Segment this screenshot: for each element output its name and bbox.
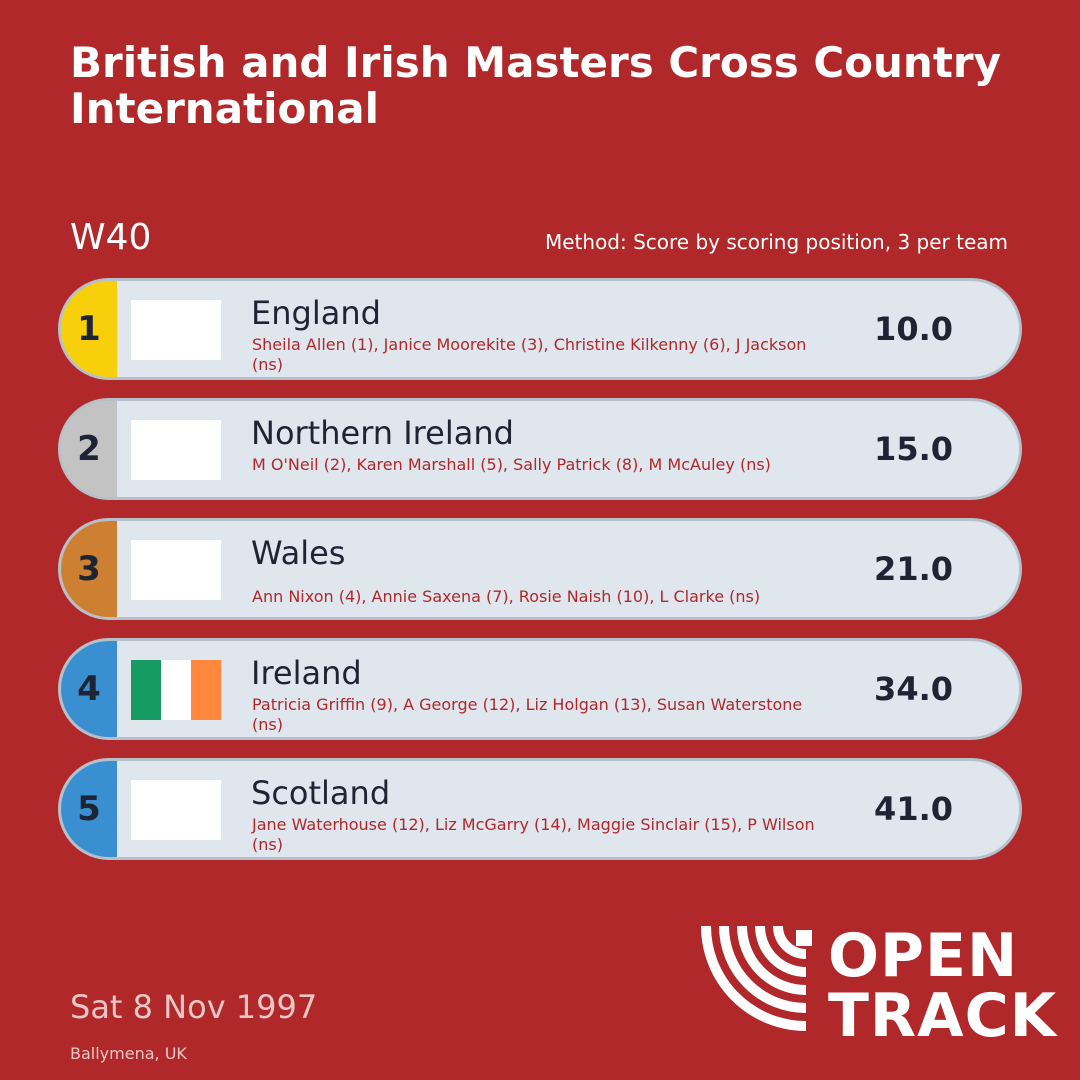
results-list: 1 England Sheila Allen (1), Janice Moore… bbox=[58, 278, 1022, 878]
event-venue: Ballymena, UK bbox=[70, 1044, 187, 1063]
result-row: 3 Wales Ann Nixon (4), Annie Saxena (7),… bbox=[58, 518, 1022, 620]
rank-badge: 1 bbox=[61, 281, 117, 377]
team-score: 10.0 bbox=[874, 310, 953, 348]
flag-icon bbox=[131, 540, 221, 600]
event-date: Sat 8 Nov 1997 bbox=[70, 988, 318, 1026]
flag-icon bbox=[131, 780, 221, 840]
age-category: W40 bbox=[70, 217, 152, 258]
rank-badge: 3 bbox=[61, 521, 117, 617]
rank-badge: 4 bbox=[61, 641, 117, 737]
team-members: Patricia Griffin (9), A George (12), Liz… bbox=[252, 695, 803, 734]
team-members: M O'Neil (2), Karen Marshall (5), Sally … bbox=[252, 455, 771, 474]
result-row: 1 England Sheila Allen (1), Janice Moore… bbox=[58, 278, 1022, 380]
rank-badge: 5 bbox=[61, 761, 117, 857]
team-name: Northern Ireland bbox=[251, 414, 514, 452]
logo-text-open: OPEN bbox=[828, 921, 1019, 991]
logo-square bbox=[796, 930, 812, 946]
team-score: 41.0 bbox=[874, 790, 953, 828]
scoring-method: Method: Score by scoring position, 3 per… bbox=[544, 230, 1008, 254]
flag-icon bbox=[131, 300, 221, 360]
team-members: Ann Nixon (4), Annie Saxena (7), Rosie N… bbox=[252, 587, 761, 606]
team-score: 34.0 bbox=[874, 670, 953, 708]
flag-icon bbox=[131, 420, 221, 480]
team-members: Jane Waterhouse (12), Liz McGarry (14), … bbox=[252, 815, 815, 854]
flag-band-green bbox=[131, 660, 161, 720]
team-name: Scotland bbox=[251, 774, 391, 812]
rank-badge: 2 bbox=[61, 401, 117, 497]
team-score: 21.0 bbox=[874, 550, 953, 588]
ireland-flag-icon bbox=[131, 660, 221, 720]
team-name: Wales bbox=[251, 534, 346, 572]
flag-band-orange bbox=[191, 660, 221, 720]
logo-text-track: TRACK bbox=[828, 981, 1058, 1051]
logo-arcs bbox=[701, 926, 807, 1031]
team-score: 15.0 bbox=[874, 430, 953, 468]
team-members: Sheila Allen (1), Janice Moorekite (3), … bbox=[252, 335, 807, 374]
result-row: 5 Scotland Jane Waterhouse (12), Liz McG… bbox=[58, 758, 1022, 860]
opentrack-logo-icon bbox=[701, 926, 812, 1031]
page-title: British and Irish Masters Cross Country … bbox=[70, 38, 1001, 133]
result-row: 4 Ireland Patricia Griffin (9), A George… bbox=[58, 638, 1022, 740]
result-row: 2 Northern Ireland M O'Neil (2), Karen M… bbox=[58, 398, 1022, 500]
team-name: England bbox=[251, 294, 381, 332]
team-name: Ireland bbox=[251, 654, 362, 692]
flag-band-white bbox=[161, 660, 191, 720]
